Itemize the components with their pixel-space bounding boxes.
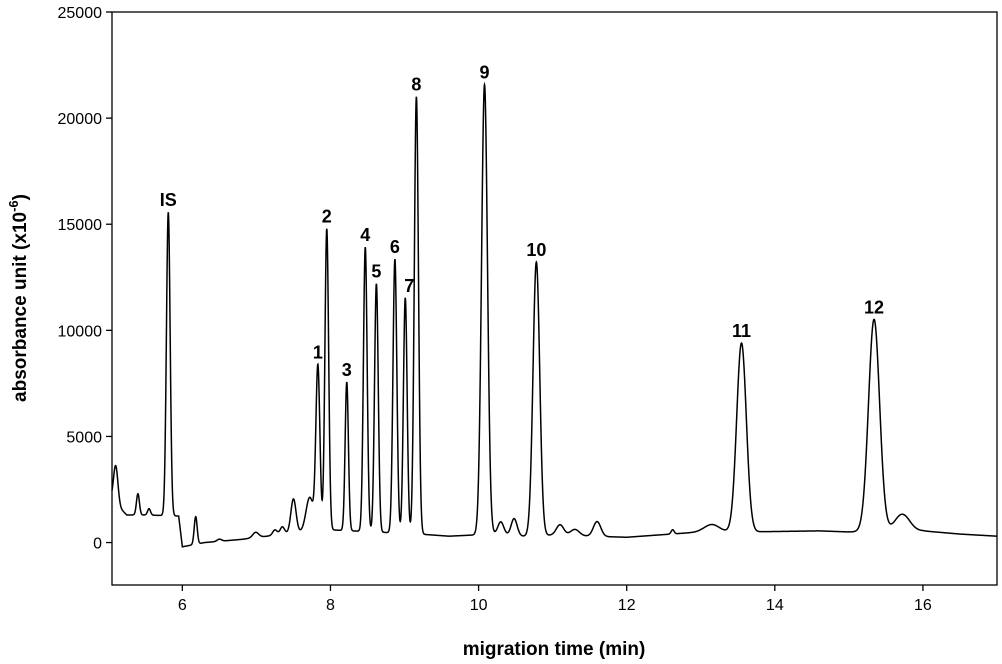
peak-label-8: 8 — [411, 75, 421, 95]
y-tick-label: 20000 — [58, 111, 103, 128]
peak-label-3: 3 — [342, 360, 352, 380]
y-axis-label: absorbance unit (x10-6) — [6, 194, 31, 402]
y-axis-label-close: ) — [10, 194, 31, 200]
x-tick-label: 10 — [470, 597, 488, 614]
x-tick-label: 16 — [914, 597, 932, 614]
y-tick-label: 0 — [93, 536, 102, 553]
y-tick-label: 15000 — [58, 217, 103, 234]
x-tick-label: 8 — [326, 597, 335, 614]
peak-label-10: 10 — [526, 240, 546, 260]
peak-label-1: 1 — [313, 342, 323, 362]
peak-label-6: 6 — [390, 237, 400, 257]
y-axis-label-text: absorbance unit (x10 — [10, 212, 31, 402]
peak-label-is: IS — [160, 190, 177, 210]
y-tick-label: 5000 — [66, 429, 102, 446]
peak-label-11: 11 — [732, 321, 751, 341]
plot-frame — [111, 11, 998, 586]
electropherogram-trace — [111, 81, 998, 548]
peak-label-9: 9 — [480, 63, 490, 83]
x-axis: 6 8 10 12 14 16 — [178, 585, 932, 614]
x-tick-label: 6 — [178, 597, 187, 614]
peak-label-5: 5 — [371, 262, 381, 282]
y-axis-label-exponent: -6 — [6, 200, 21, 212]
y-tick-label: 10000 — [58, 323, 103, 340]
peak-label-12: 12 — [864, 297, 884, 317]
peak-label-4: 4 — [360, 225, 370, 245]
y-tick-label: 25000 — [58, 5, 103, 22]
x-axis-label: migration time (min) — [463, 639, 646, 660]
x-tick-label: 14 — [766, 597, 784, 614]
peak-label-7: 7 — [404, 276, 414, 296]
y-axis: 0 5000 10000 15000 20000 25000 — [58, 5, 112, 553]
x-tick-label: 12 — [618, 597, 636, 614]
peak-label-2: 2 — [322, 207, 332, 227]
